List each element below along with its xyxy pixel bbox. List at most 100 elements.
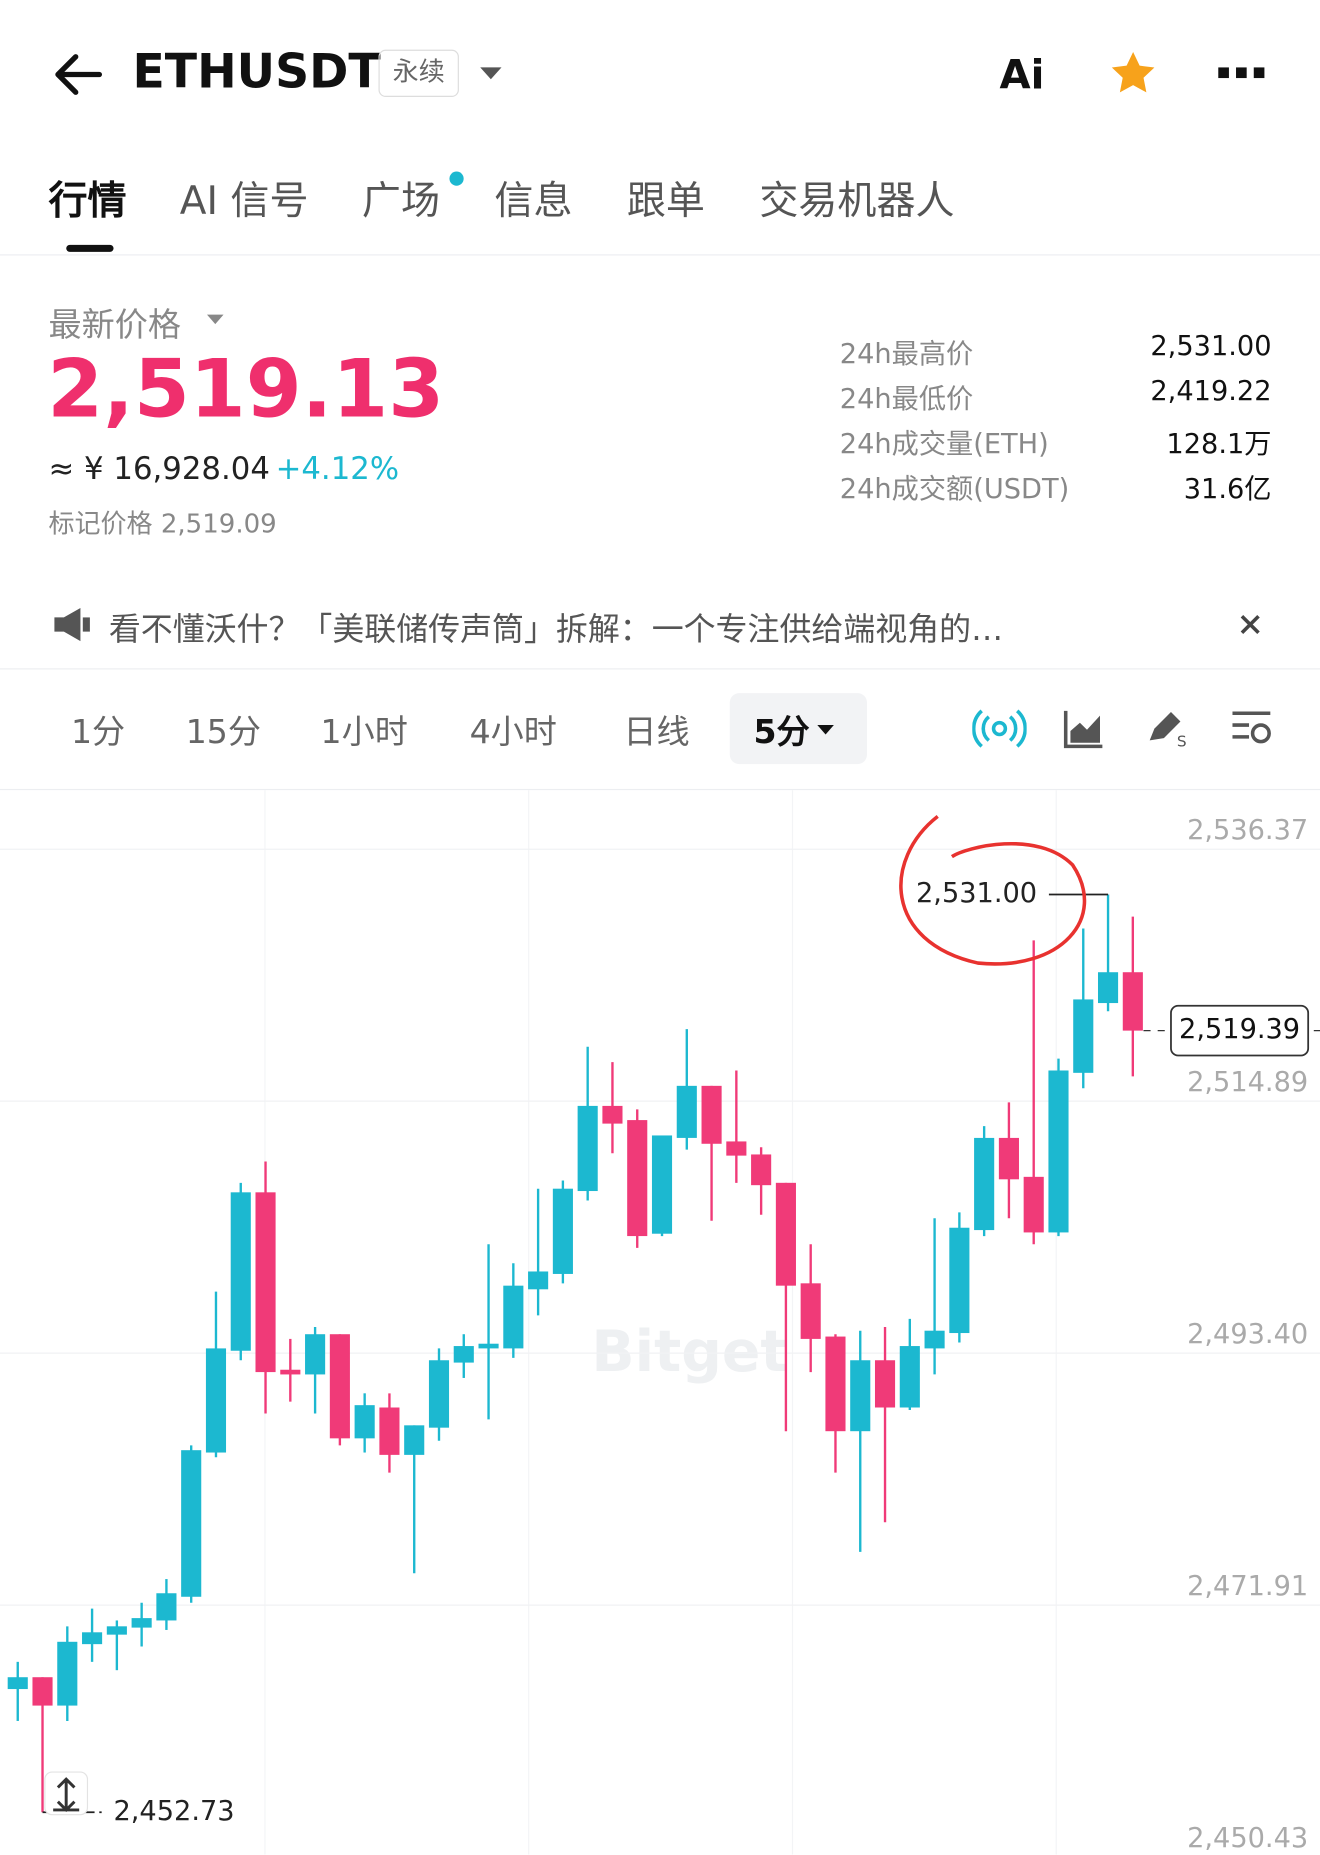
divider (0, 254, 1320, 256)
candle-body (354, 1405, 375, 1439)
candle-body (651, 1135, 673, 1234)
candle-body (478, 1343, 499, 1349)
scroll-icon (53, 1777, 80, 1813)
divider (0, 788, 1320, 791)
y-tick-label: 2,450.43 (1187, 1823, 1308, 1854)
y-tick-label: 2,514.89 (1187, 1067, 1308, 1098)
stat-label: 24h最低价 (839, 384, 974, 416)
dropdown-icon (206, 314, 224, 325)
tab-dot (449, 171, 464, 186)
candle-body (850, 1360, 871, 1432)
chart-type-icon[interactable] (1062, 707, 1105, 750)
candle-body (751, 1154, 772, 1186)
ai-button[interactable]: Ai (999, 52, 1045, 100)
y-tick-label: 2,536.37 (1187, 815, 1308, 846)
svg-text:S: S (1177, 732, 1187, 750)
candle-body (32, 1677, 53, 1706)
candle-body (528, 1271, 549, 1290)
stat-value: 31.6亿 (1183, 474, 1272, 506)
mark-price: 标记价格 2,519.09 (48, 509, 277, 540)
back-button[interactable] (52, 52, 104, 97)
high-marker-label: 2,531.00 (916, 878, 1037, 909)
interval-selected-bg (729, 693, 867, 765)
candle-body (552, 1188, 573, 1274)
candle-body (949, 1227, 970, 1334)
favorite-star[interactable] (1109, 50, 1156, 97)
candlestick-chart: Bitget 2,536.37 2,514.89 2,493.40 2,471.91 2… (0, 790, 1320, 1855)
draw-icon[interactable]: S (1145, 707, 1190, 750)
last-price-box (1170, 1004, 1310, 1057)
candle-body (329, 1334, 350, 1439)
cny-price: ≈ ¥ 16,928.04 (48, 451, 270, 488)
candle-body (503, 1285, 524, 1349)
candle-body (1073, 999, 1094, 1073)
dropdown-icon[interactable] (479, 65, 503, 82)
candle-body (305, 1334, 326, 1375)
stat-value: 2,419.22 (1150, 376, 1272, 407)
candle-body (230, 1192, 251, 1351)
candle-body (701, 1085, 722, 1144)
stat-value: 2,531.00 (1150, 331, 1272, 362)
candle-body (82, 1632, 103, 1645)
tab[interactable]: AI 信号 (179, 177, 309, 224)
candle-body (676, 1085, 697, 1138)
watermark: Bitget (591, 1319, 787, 1385)
candle-body (1023, 1176, 1044, 1233)
candle-body (974, 1137, 995, 1231)
interval[interactable]: 1分 (70, 712, 126, 752)
candle-body (57, 1641, 78, 1706)
notice-icon (54, 607, 90, 642)
candle-body (825, 1336, 846, 1432)
candle-body (205, 1348, 227, 1453)
interval[interactable]: 5分 (753, 712, 810, 752)
interval[interactable]: 1小时 (320, 712, 408, 752)
interval[interactable]: 4小时 (469, 712, 557, 752)
candle-body (899, 1346, 920, 1408)
candle-body (7, 1677, 28, 1690)
candle-body (775, 1182, 796, 1286)
change: +4.12% (275, 451, 400, 488)
tab[interactable]: 跟单 (626, 177, 705, 224)
candle-body (726, 1141, 747, 1156)
stat-label: 24h成交量(ETH) (839, 429, 1049, 461)
divider (0, 668, 1320, 670)
candle-body (602, 1105, 623, 1124)
dropdown-icon (817, 725, 834, 735)
notice-text[interactable]: 看不懂沃什？「美联储传声筒」拆解：一个专注供给端视角的… (108, 611, 1004, 649)
candle-body (1122, 972, 1143, 1031)
candle-body (627, 1120, 648, 1237)
price-label[interactable]: 最新价格 (48, 305, 181, 345)
tab[interactable]: 行情 (48, 177, 127, 224)
candle-body (1048, 1070, 1069, 1233)
stat-value: 128.1万 (1166, 429, 1272, 461)
candle-body (131, 1618, 152, 1628)
candle-body (428, 1360, 450, 1428)
candle-body (453, 1346, 474, 1363)
stat-label: 24h最高价 (839, 339, 974, 371)
candle-body (181, 1450, 202, 1597)
low-marker-label: 2,452.73 (113, 1796, 234, 1827)
interval[interactable]: 日线 (623, 712, 690, 752)
y-tick-label: 2,471.91 (1187, 1571, 1308, 1602)
symbol[interactable]: ETHUSDT (132, 44, 381, 100)
candle-body (998, 1137, 1019, 1180)
live-icon[interactable] (972, 707, 1027, 750)
tab[interactable]: 信息 (494, 177, 573, 224)
badge: 永续 (378, 49, 459, 97)
stat-label: 24h成交额(USDT) (839, 474, 1070, 506)
more-menu[interactable] (1216, 65, 1268, 82)
tab[interactable]: 广场 (361, 177, 441, 224)
last-price-label: 2,519.39 (1179, 1014, 1300, 1045)
settings-icon[interactable] (1230, 707, 1273, 750)
candle-body (404, 1425, 425, 1455)
close-button[interactable] (1238, 613, 1262, 637)
highlight-circle (899, 815, 1087, 966)
candle-body (874, 1360, 896, 1408)
candle-body (577, 1105, 598, 1192)
candle-body (280, 1369, 301, 1375)
last-price: 2,519.13 (47, 343, 445, 437)
interval[interactable]: 15分 (185, 712, 261, 752)
tab[interactable]: 交易机器人 (759, 177, 955, 224)
candle-body (255, 1192, 276, 1373)
